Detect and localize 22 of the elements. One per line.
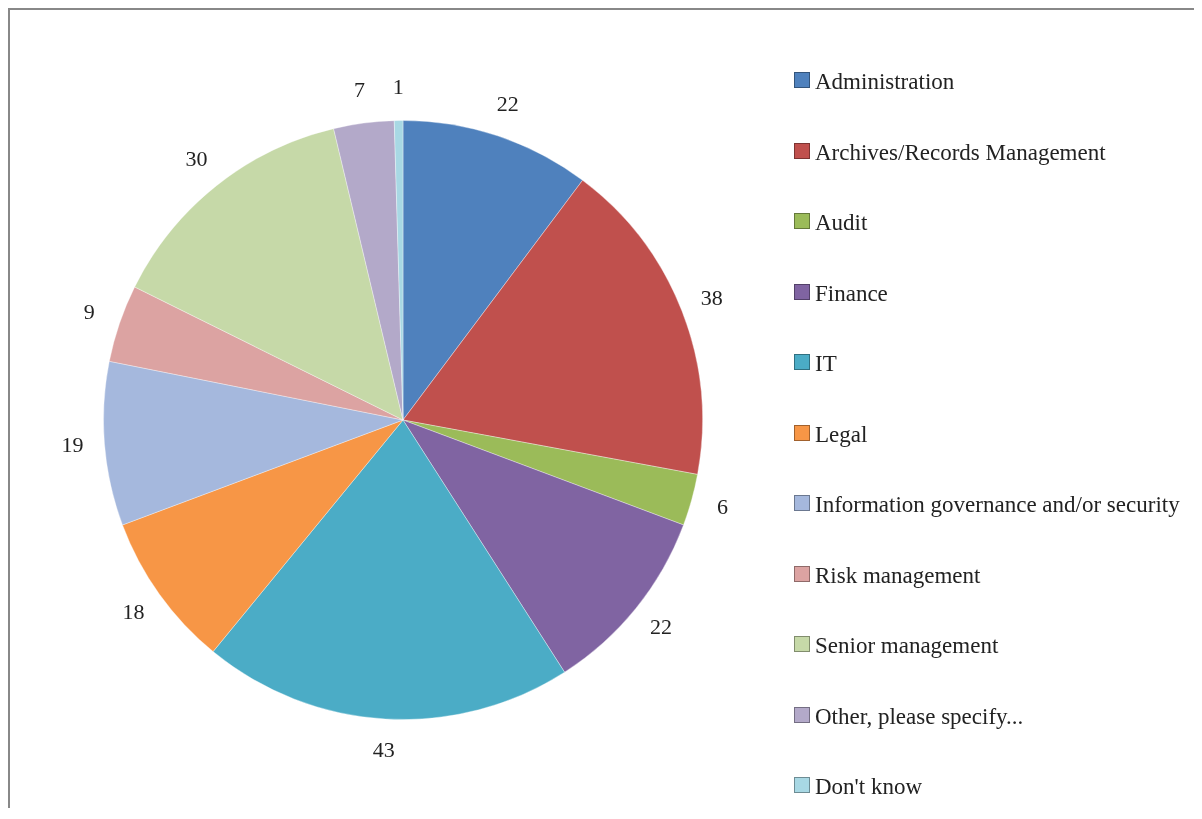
legend-label: Audit xyxy=(815,209,869,237)
legend-label: Senior management xyxy=(815,632,1000,660)
legend-label: Information governance and/or security xyxy=(815,491,1181,519)
legend-label: Legal xyxy=(815,420,869,449)
legend-label: IT xyxy=(815,350,838,378)
legend-label: Finance xyxy=(815,279,889,308)
data-label: 22 xyxy=(496,91,519,117)
legend-label: Other, please specify... xyxy=(815,702,1025,731)
data-label: 19 xyxy=(61,432,84,458)
legend-label: Administration xyxy=(815,68,956,96)
legend-label: Don't know xyxy=(815,773,923,801)
data-label: 38 xyxy=(700,285,723,311)
data-label: 1 xyxy=(392,74,404,100)
data-label: 6 xyxy=(716,494,728,520)
data-label: 43 xyxy=(372,736,395,762)
legend-label: Archives/Records Management xyxy=(815,138,1107,167)
data-label: 30 xyxy=(185,146,208,172)
data-label: 7 xyxy=(354,77,366,103)
legend-label: Risk management xyxy=(815,561,982,590)
data-label: 18 xyxy=(122,598,145,624)
data-label: 9 xyxy=(83,298,95,324)
data-label: 22 xyxy=(649,614,672,640)
